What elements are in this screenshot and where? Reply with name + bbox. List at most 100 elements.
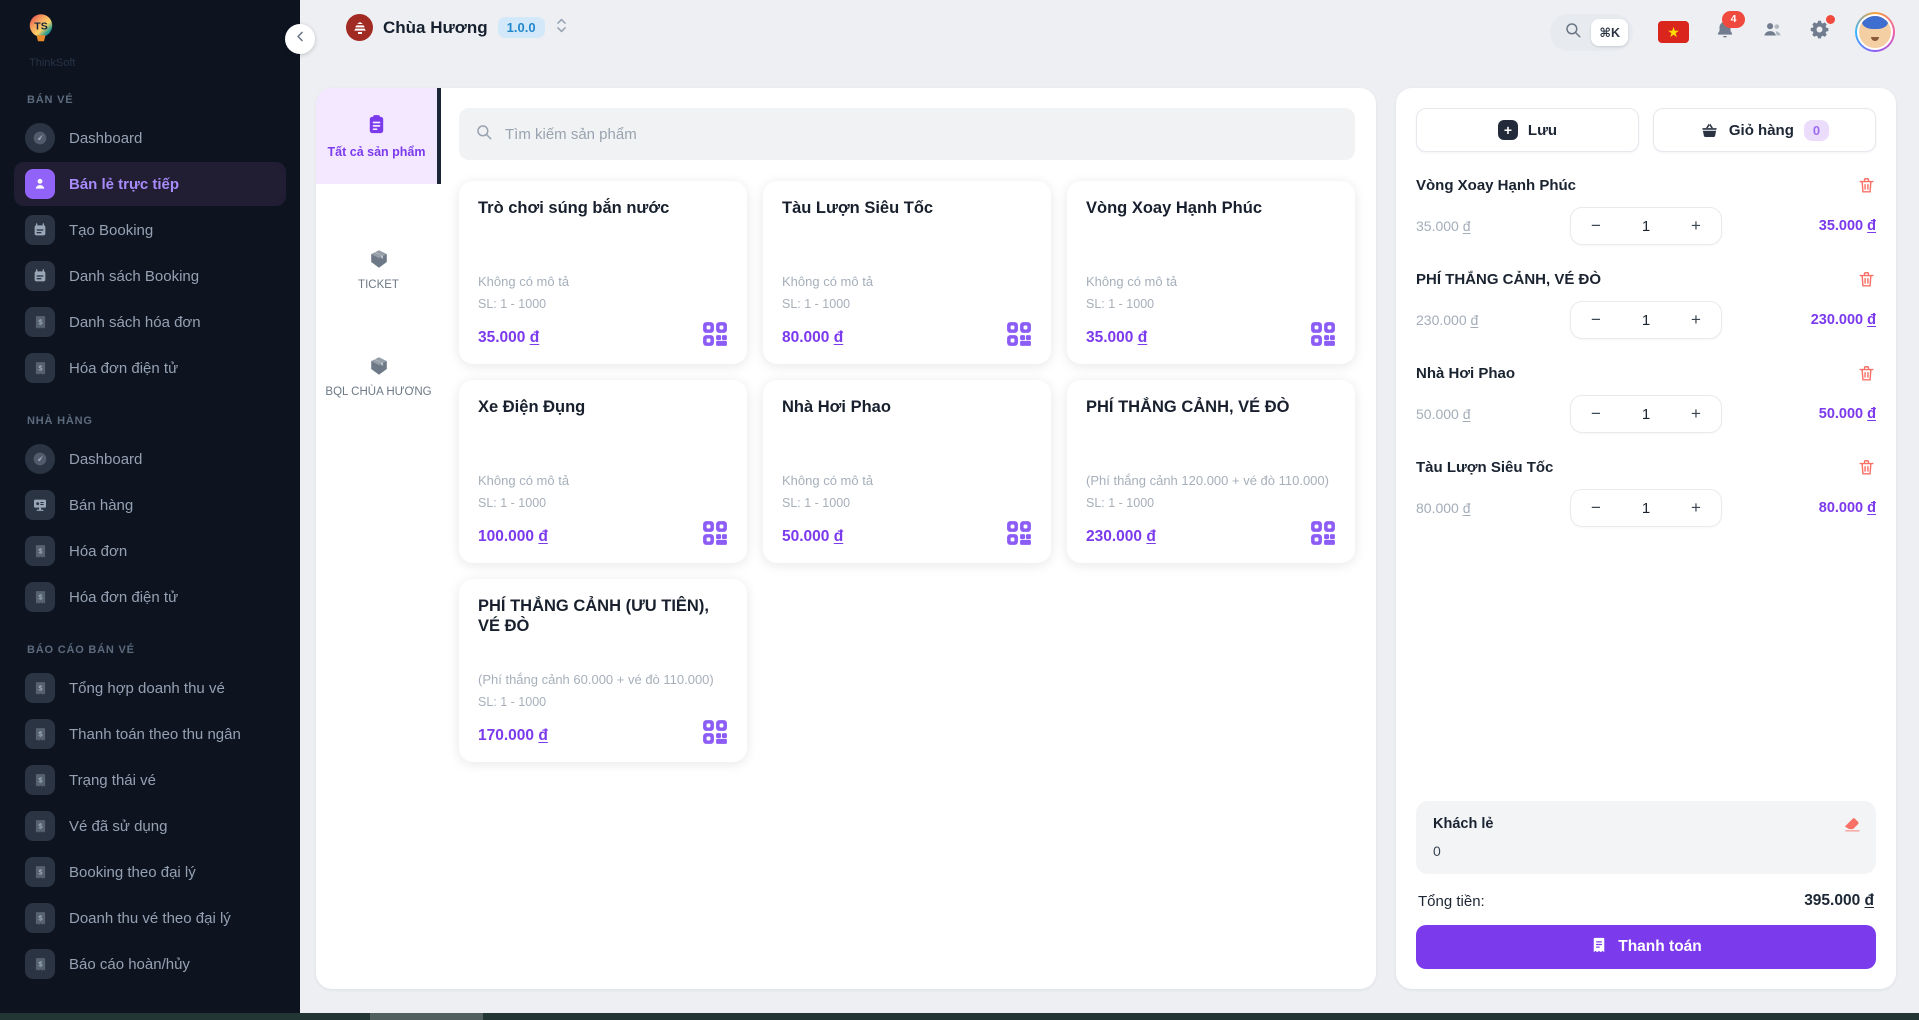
- increase-quantity-button[interactable]: +: [1691, 216, 1701, 235]
- product-card[interactable]: Xe Điện Đụng Không có mô tả SL: 1 - 1000…: [459, 380, 747, 563]
- increase-quantity-button[interactable]: +: [1691, 498, 1701, 517]
- product-name: Vòng Xoay Hạnh Phúc: [1086, 199, 1263, 217]
- horizontal-scrollbar-thumb[interactable]: [370, 1013, 483, 1020]
- qr-code-button[interactable]: [702, 321, 728, 347]
- svg-text:$: $: [38, 959, 43, 968]
- svg-text:$: $: [38, 867, 43, 876]
- product-card[interactable]: Nhà Hơi Phao Không có mô tả SL: 1 - 1000…: [763, 380, 1051, 563]
- receipt-icon: $: [25, 719, 55, 749]
- decrease-quantity-button[interactable]: −: [1591, 216, 1601, 235]
- category-tab[interactable]: BQL CHÙA HƯƠNG: [316, 355, 441, 398]
- sidebar-item-label: Tổng hợp doanh thu vé: [69, 679, 225, 697]
- qr-code-button[interactable]: [1006, 321, 1032, 347]
- chevron-updown-icon[interactable]: [555, 16, 568, 40]
- sidebar-item[interactable]: $ Danh sách hóa đơn: [14, 300, 286, 344]
- increase-quantity-button[interactable]: +: [1691, 310, 1701, 329]
- settings-alert-dot: [1826, 15, 1835, 24]
- cart-actions: + Lưu Giỏ hàng 0: [1416, 108, 1876, 152]
- product-card[interactable]: Tàu Lượn Siêu Tốc Không có mô tả SL: 1 -…: [763, 181, 1051, 364]
- receipt-icon: $: [25, 903, 55, 933]
- sidebar-item-label: Hóa đơn điện tử: [69, 588, 179, 606]
- product-grid: Trò chơi súng bắn nước Không có mô tả SL…: [459, 181, 1355, 762]
- trash-icon[interactable]: [1857, 270, 1876, 289]
- sidebar-item[interactable]: Tạo Booking: [14, 208, 286, 252]
- qr-code-button[interactable]: [702, 520, 728, 546]
- pos-icon: [25, 490, 55, 520]
- qr-code-button[interactable]: [1310, 520, 1336, 546]
- svg-text:$: $: [38, 775, 43, 784]
- sidebar-item[interactable]: Bán hàng: [14, 483, 286, 527]
- checkout-button[interactable]: Thanh toán: [1416, 925, 1876, 969]
- sidebar-collapse-button[interactable]: [285, 24, 315, 54]
- nav-section-heading: NHÀ HÀNG: [27, 415, 93, 427]
- trash-icon[interactable]: [1857, 458, 1876, 477]
- language-flag-button[interactable]: ★: [1658, 21, 1689, 43]
- customer-name: Khách lẻ: [1433, 816, 1494, 832]
- customer-box[interactable]: Khách lẻ 0: [1416, 801, 1876, 874]
- sidebar-item[interactable]: Bán lẻ trực tiếp: [14, 162, 286, 206]
- users-button[interactable]: [1761, 18, 1784, 46]
- product-description: Không có mô tả: [478, 473, 570, 488]
- search-icon: [1564, 21, 1582, 44]
- category-rail: Tất cả sản phẩm TICKET BQL CHÙA HƯƠNG: [316, 88, 441, 989]
- sidebar-item[interactable]: $ Hóa đơn: [14, 529, 286, 573]
- product-card[interactable]: Vòng Xoay Hạnh Phúc Không có mô tả SL: 1…: [1067, 181, 1355, 364]
- product-quantity-range: SL: 1 - 1000: [1086, 297, 1155, 311]
- decrease-quantity-button[interactable]: −: [1591, 404, 1601, 423]
- sidebar-item[interactable]: $ Hóa đơn điện tử: [14, 346, 286, 390]
- user-avatar[interactable]: [1855, 12, 1895, 52]
- sidebar-item[interactable]: Danh sách Booking: [14, 254, 286, 298]
- sidebar-item[interactable]: Dashboard: [14, 437, 286, 481]
- sidebar-item[interactable]: $ Tổng hợp doanh thu vé: [14, 666, 286, 710]
- product-price: 35.000 đ: [1086, 329, 1148, 346]
- receipt-icon: $: [25, 353, 55, 383]
- settings-button[interactable]: [1809, 15, 1835, 45]
- sidebar-item-label: Danh sách Booking: [69, 267, 200, 285]
- nav-section-heading: BÁN VÉ: [27, 94, 74, 106]
- receipt-icon: $: [25, 949, 55, 979]
- global-search-button[interactable]: ⌘K: [1550, 13, 1633, 51]
- sidebar-item[interactable]: $ Trạng thái vé: [14, 758, 286, 802]
- cart-item-name: Tàu Lượn Siêu Tốc: [1416, 459, 1554, 476]
- decrease-quantity-button[interactable]: −: [1591, 310, 1601, 329]
- quantity-value[interactable]: 1: [1641, 499, 1651, 517]
- quantity-value[interactable]: 1: [1641, 405, 1651, 423]
- package-icon: [368, 248, 390, 270]
- sidebar-item[interactable]: $ Booking theo đại lý: [14, 850, 286, 894]
- sidebar-item[interactable]: $ Vé đã sử dụng: [14, 804, 286, 848]
- product-price: 50.000 đ: [782, 528, 844, 545]
- eraser-icon[interactable]: [1842, 814, 1862, 834]
- category-tab[interactable]: TICKET: [316, 248, 441, 291]
- quantity-value[interactable]: 1: [1641, 217, 1651, 235]
- save-button[interactable]: + Lưu: [1416, 108, 1639, 152]
- product-search-input[interactable]: [503, 124, 1339, 144]
- sidebar-item[interactable]: $ Báo cáo hoàn/hủy: [14, 942, 286, 986]
- site-selector[interactable]: Chùa Hương 1.0.0: [346, 14, 568, 41]
- sidebar-item[interactable]: $ Thanh toán theo thu ngân: [14, 712, 286, 756]
- qr-code-button[interactable]: [1310, 321, 1336, 347]
- product-card[interactable]: PHÍ THẮNG CẢNH, VÉ ĐÒ (Phí thắng cảnh 12…: [1067, 380, 1355, 563]
- brand: TS ThinkSoft: [0, 0, 300, 69]
- star-icon: ★: [1667, 23, 1680, 40]
- cart-item: PHÍ THẮNG CẢNH, VÉ ĐÒ 230.000 đ − 1 + 23…: [1416, 270, 1876, 339]
- pagoda-logo-icon: [346, 14, 373, 41]
- increase-quantity-button[interactable]: +: [1691, 404, 1701, 423]
- decrease-quantity-button[interactable]: −: [1591, 498, 1601, 517]
- search-icon: [475, 123, 493, 146]
- qr-code-button[interactable]: [702, 719, 728, 745]
- product-card[interactable]: Trò chơi súng bắn nước Không có mô tả SL…: [459, 181, 747, 364]
- sidebar-item[interactable]: $ Hóa đơn điện tử: [14, 575, 286, 619]
- quantity-value[interactable]: 1: [1641, 311, 1651, 329]
- main-area: Chùa Hương 1.0.0 ⌘K ★ 4: [300, 0, 1919, 1013]
- sidebar-item[interactable]: Dashboard: [14, 116, 286, 160]
- trash-icon[interactable]: [1857, 364, 1876, 383]
- product-card[interactable]: PHÍ THẮNG CẢNH (ƯU TIÊN), VÉ ĐÒ (Phí thắ…: [459, 579, 747, 762]
- catalog-panel: Tất cả sản phẩm TICKET BQL CHÙA HƯƠNG Tr…: [316, 88, 1376, 989]
- qr-code-button[interactable]: [1006, 520, 1032, 546]
- cart-button[interactable]: Giỏ hàng 0: [1653, 108, 1876, 152]
- horizontal-scrollbar[interactable]: [0, 1013, 1919, 1020]
- notifications-button[interactable]: 4: [1714, 10, 1745, 46]
- sidebar-item[interactable]: $ Doanh thu vé theo đại lý: [14, 896, 286, 940]
- category-tab[interactable]: Tất cả sản phẩm: [316, 88, 441, 184]
- trash-icon[interactable]: [1857, 176, 1876, 195]
